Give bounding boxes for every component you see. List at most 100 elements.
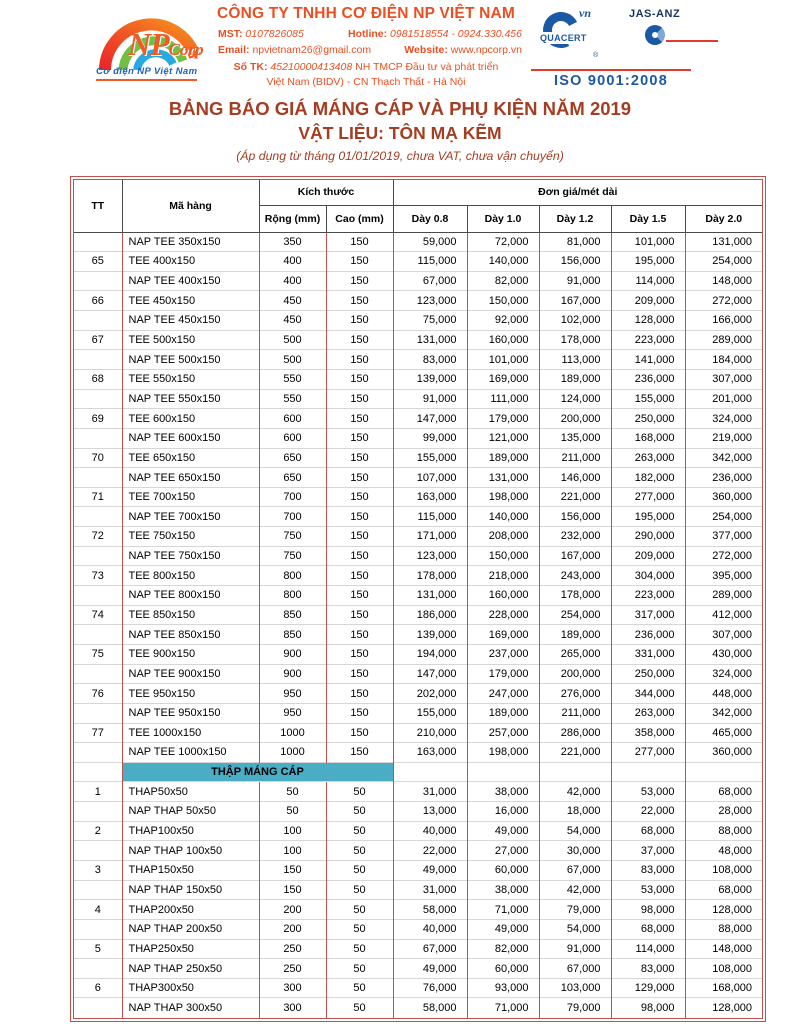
cell-price: 179,000	[466, 408, 539, 429]
cell-price: 167,000	[538, 290, 611, 311]
product-row: 69 TEE 600x150 600 150 147,000 179,000 200,000…	[74, 408, 763, 429]
cell-price: 147,000	[392, 663, 467, 684]
cell-price: 169,000	[466, 368, 539, 390]
cell-width: 450	[258, 310, 326, 331]
jas-anz-logo: JAS-ANZ	[629, 8, 718, 45]
product-row: NAP THAP 100x50 100 50 22,000 27,000 30,000 37…	[74, 840, 763, 861]
cell-price: 277,000	[610, 486, 685, 507]
cell-price: 232,000	[538, 526, 611, 547]
cell-height: 150	[325, 742, 393, 763]
cell-price: 79,000	[538, 997, 611, 1018]
cell-price: 98,000	[610, 899, 685, 920]
cell-price: 201,000	[684, 388, 763, 409]
cell-width: 100	[258, 820, 326, 841]
cell-tt	[74, 663, 122, 684]
cell-price: 79,000	[538, 899, 611, 920]
cell-price: 156,000	[538, 251, 611, 272]
cell-tt: 6	[74, 977, 122, 998]
cell-price: 221,000	[538, 742, 611, 763]
cell-code: TEE 950x150	[121, 683, 259, 704]
product-row: NAP TEE 800x150 800 150 131,000 160,000 178,0…	[74, 585, 763, 606]
cell-code: TEE 500x150	[121, 329, 259, 350]
product-row: 5 THAP250x50 250 50 67,000 82,000 91,000 114,00…	[74, 938, 763, 959]
cell-height: 150	[325, 643, 393, 665]
cell-price: 189,000	[538, 624, 611, 645]
cell-price: 254,000	[538, 604, 611, 625]
cell-price: 272,000	[684, 545, 763, 566]
cell-price: 272,000	[684, 290, 763, 311]
col-header-price-group: Đơn giá/mét dài	[392, 180, 763, 206]
cell-price: 131,000	[684, 231, 763, 252]
quacert-vn-script: vn	[579, 6, 591, 20]
cell-width: 650	[258, 467, 326, 488]
cell-tt	[74, 702, 122, 724]
col-header-day-1-2: Dày 1.2	[538, 204, 612, 233]
cell-price: 72,000	[466, 231, 539, 252]
cell-price: 168,000	[610, 427, 685, 449]
cell-height: 150	[325, 310, 393, 331]
product-row: 67 TEE 500x150 500 150 131,000 160,000 178,000…	[74, 329, 763, 350]
cell-price	[392, 761, 467, 782]
cell-height: 150	[325, 545, 393, 566]
cell-width: 50	[258, 801, 326, 822]
cell-price: 139,000	[392, 624, 467, 645]
cell-price: 128,000	[684, 899, 763, 920]
cell-code: THAP250x50	[121, 938, 259, 959]
cell-price: 124,000	[538, 388, 611, 409]
cell-height: 150	[325, 270, 393, 291]
cell-price: 102,000	[538, 310, 611, 331]
cell-price: 81,000	[538, 231, 611, 252]
cell-height: 150	[325, 349, 393, 370]
col-header-day-2-0: Dày 2.0	[684, 204, 763, 233]
cell-price: 377,000	[684, 526, 763, 547]
cell-code: TEE 800x150	[121, 565, 259, 586]
cell-price: 148,000	[684, 938, 763, 959]
col-header-width: Rộng (mm)	[259, 204, 327, 233]
cell-price: 236,000	[684, 467, 763, 488]
cell-height: 150	[325, 663, 393, 684]
product-row: 6 THAP300x50 300 50 76,000 93,000 103,000 129,0…	[74, 977, 763, 998]
cell-price: 344,000	[610, 683, 685, 704]
cell-width: 800	[258, 585, 326, 606]
cell-tt	[74, 231, 122, 252]
company-block: CÔNG TY TNHH CƠ ĐIỆN NP VIỆT NAM MST: 01…	[196, 5, 536, 89]
cell-price: 195,000	[610, 506, 685, 527]
cell-price: 211,000	[538, 702, 611, 724]
cell-tt: 3	[74, 860, 122, 881]
cell-price: 324,000	[684, 663, 763, 684]
product-row: NAP TEE 450x150 450 150 75,000 92,000 102,000…	[74, 310, 763, 331]
validity-note: (Áp dụng từ tháng 01/01/2019, chưa VAT, …	[236, 149, 564, 163]
cell-price: 208,000	[466, 526, 539, 547]
cell-price: 131,000	[392, 585, 467, 606]
quacert-label: QUACERT	[537, 32, 590, 44]
cell-tt: 71	[74, 486, 122, 507]
header-row-2: Rộng (mm) Cao (mm) Dày 0.8 Dày 1.0 Dày 1…	[74, 204, 763, 233]
cell-code: TEE 750x150	[121, 526, 259, 547]
product-row: NAP TEE 750x150 750 150 123,000 150,000 167,0…	[74, 545, 763, 566]
cell-price: 139,000	[392, 368, 467, 390]
cell-price: 30,000	[538, 840, 611, 861]
cell-tt	[74, 506, 122, 527]
product-row: 65 TEE 400x150 400 150 115,000 140,000 156,000…	[74, 251, 763, 272]
product-row: 66 TEE 450x150 450 150 123,000 150,000 167,000…	[74, 290, 763, 311]
cell-height: 50	[325, 840, 393, 861]
cell-price: 163,000	[392, 486, 467, 507]
cell-price: 243,000	[538, 565, 611, 586]
cell-code: TEE 1000x150	[121, 722, 259, 743]
product-row: 77 TEE 1000x150 1000 150 210,000 257,000 286,0…	[74, 722, 763, 743]
cell-code: NAP TEE 400x150	[121, 270, 259, 291]
cell-code: THAP100x50	[121, 820, 259, 841]
cell-code: TEE 700x150	[121, 486, 259, 507]
cell-price: 307,000	[684, 368, 763, 390]
cell-height: 150	[325, 722, 393, 743]
cell-price: 304,000	[610, 565, 685, 586]
cell-height: 150	[325, 427, 393, 449]
cell-price: 135,000	[538, 427, 611, 449]
cell-width: 500	[258, 349, 326, 370]
cell-price: 277,000	[610, 742, 685, 763]
cell-price: 18,000	[538, 801, 611, 822]
cell-code: NAP TEE 500x150	[121, 349, 259, 370]
product-row: NAP TEE 850x150 850 150 139,000 169,000 189,0…	[74, 624, 763, 645]
cell-price: 200,000	[538, 663, 611, 684]
